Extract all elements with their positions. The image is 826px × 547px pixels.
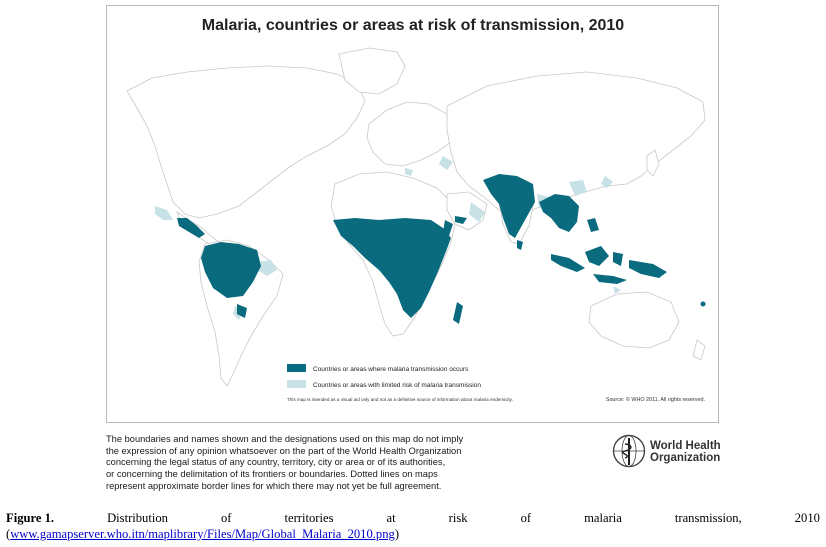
caption-word: of	[220, 511, 232, 525]
landmass-north-america	[126, 65, 366, 219]
legend-label-transmission: Countries or areas where malaria transmi…	[313, 366, 469, 373]
boundary-notice: The boundaries and names shown and the d…	[106, 434, 466, 493]
transmission-south-asia	[483, 174, 535, 238]
notice-line: concerning the legal status of any count…	[106, 457, 446, 468]
caption-word: risk	[448, 511, 468, 525]
notice-line: represent approximate border lines for w…	[106, 480, 442, 491]
who-emblem-icon	[612, 434, 646, 468]
map-source: Source: © WHO 2011. All rights reserved.	[606, 396, 705, 403]
transmission-indonesia	[551, 254, 585, 272]
landmass-asia	[446, 71, 706, 219]
legend: Countries or areas where malaria transmi…	[287, 364, 481, 389]
transmission-central-america	[177, 218, 205, 238]
legend-label-limited: Countries or areas with limited risk of …	[313, 382, 481, 389]
caption-word: malaria	[584, 511, 622, 525]
world-map: Malaria, countries or areas at risk of t…	[126, 17, 706, 403]
legend-swatch-transmission	[287, 364, 306, 372]
who-text: World Health Organization	[650, 440, 721, 464]
caption-open-paren: (	[6, 527, 11, 541]
legend-swatch-limited	[287, 380, 306, 388]
caption-label: Figure 1.	[6, 511, 55, 525]
transmission-areas	[177, 174, 706, 324]
figure-caption: Figure 1. Distribution of territories at…	[6, 511, 820, 542]
notice-line: The boundaries and names shown and the d…	[106, 434, 464, 444]
landmass-new-zealand	[692, 339, 706, 361]
caption-close-paren: )	[394, 527, 400, 541]
landmass-japan	[646, 149, 660, 177]
who-text-line2: Organization	[650, 451, 721, 464]
who-logo: World Health Organization	[612, 434, 722, 470]
landmass-australia	[588, 291, 680, 349]
who-text-line1: World Health	[650, 440, 721, 452]
map-disclaimer: This map is intended as a visual aid onl…	[287, 397, 513, 402]
caption-line-2: (www.gamapserver.who.itn/maplibrary/File…	[6, 527, 820, 542]
transmission-madagascar	[453, 302, 463, 324]
map-frame: Malaria, countries or areas at risk of t…	[106, 5, 719, 423]
transmission-southeast-asia	[539, 194, 579, 232]
caption-word: transmission,	[674, 511, 742, 525]
landmass-greenland	[338, 47, 406, 95]
landmass-europe	[366, 101, 458, 167]
map-title: Malaria, countries or areas at risk of t…	[202, 17, 625, 34]
caption-word: Distribution	[107, 511, 168, 525]
caption-word: 2010	[794, 511, 820, 525]
caption-line-1: Figure 1. Distribution of territories at…	[6, 511, 820, 526]
caption-word: of	[520, 511, 532, 525]
transmission-south-america	[201, 242, 261, 298]
notice-line: or concerning the delimitation of its fr…	[106, 469, 438, 480]
caption-word: territories	[284, 511, 334, 525]
notice-line: the expression of any opinion whatsoever…	[106, 445, 462, 456]
caption-link[interactable]: www.gamapserver.who.itn/maplibrary/Files…	[10, 527, 395, 541]
caption-word: at	[386, 511, 396, 525]
land-outlines	[126, 47, 706, 387]
transmission-africa	[333, 218, 451, 318]
